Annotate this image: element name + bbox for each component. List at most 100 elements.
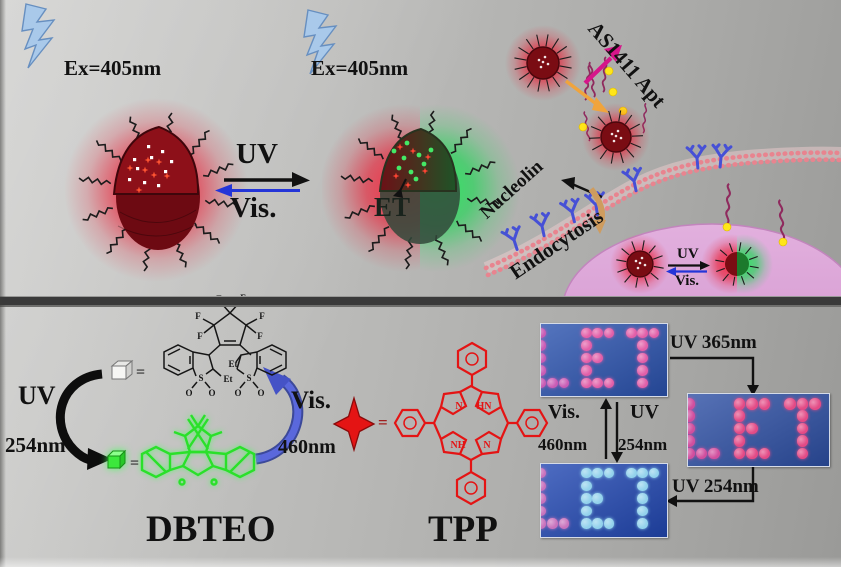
dye-speck [546, 62, 550, 66]
receptor-icon [685, 144, 707, 170]
sample-dot [592, 328, 603, 339]
atom-label: F [259, 311, 265, 321]
polymer-spikes [715, 242, 759, 286]
yellow-tag [604, 66, 614, 76]
sample-dot [746, 422, 758, 435]
green-dye-speck [396, 165, 402, 171]
panel-vis-label: Vis. [548, 401, 581, 423]
sample-dot [796, 447, 809, 460]
sample-dot [581, 365, 592, 376]
sample-dot [733, 435, 746, 447]
vis-460-nm-label: 460nm [278, 436, 336, 458]
tpp-equals: = [378, 413, 388, 432]
sample-dot [688, 435, 695, 447]
sample-dot [637, 365, 648, 376]
excitation-bolt-icon [21, 3, 55, 69]
sample-dot [558, 518, 569, 529]
dye-speck [143, 181, 147, 185]
dye-speck [133, 158, 137, 162]
sample-dot [688, 422, 695, 435]
panel-460nm-label: 460nm [538, 435, 588, 454]
atom-label: O [185, 388, 192, 398]
polymer-spikes [514, 34, 572, 92]
panel-uv365-label: UV 365nm [670, 332, 757, 353]
cell-vis-label: Vis. [675, 273, 700, 289]
section-divider [0, 296, 841, 307]
dye-speck [170, 160, 174, 164]
nanoparticle-red [64, 98, 248, 282]
tpp-structure: N HN NH N [393, 341, 549, 506]
sample-dot [626, 328, 637, 339]
open-form-cube-icon [110, 359, 134, 381]
sample-dot [637, 480, 648, 492]
sample-dot [637, 493, 648, 504]
sample-dot [796, 422, 809, 435]
panel-flow-arrows [600, 356, 759, 507]
green-dye-speck [413, 176, 419, 182]
sample-dot [809, 398, 821, 410]
sample-dot [541, 377, 547, 389]
dye-star [409, 147, 417, 155]
atom-label: O [257, 388, 264, 398]
atom-label: O [208, 388, 215, 398]
dye-star [144, 156, 152, 164]
sample-dot [547, 518, 558, 529]
atom-label: N [483, 440, 491, 451]
sample-dot [581, 468, 592, 479]
dye-speck [539, 65, 543, 69]
cell-uv-label: UV [677, 246, 699, 262]
sample-dot [547, 377, 558, 389]
sample-dot [637, 377, 648, 389]
excitation-label-left: Ex=405nm [64, 56, 162, 80]
sample-dot [541, 493, 547, 504]
atom-label: NH [451, 440, 466, 451]
dye-speck [643, 263, 647, 267]
sample-dot [581, 518, 592, 529]
dbteo-title: DBTEO [146, 509, 276, 550]
sample-dot [581, 480, 592, 492]
tpp-star-icon [332, 395, 376, 453]
cell-uv-vis-equilibrium-arrows [666, 261, 710, 276]
sample-dot [637, 468, 648, 479]
sample-dot [581, 377, 592, 389]
cell-membrane [483, 146, 841, 278]
dye-speck [128, 178, 132, 182]
photo-panel-uv254 [540, 463, 668, 538]
sample-dot [592, 493, 603, 504]
sample-dot [541, 468, 547, 479]
open-equals: = [136, 364, 146, 381]
atom-label: F [257, 331, 263, 341]
atom-label: S [198, 373, 203, 383]
uv-254-nm-label: 254nm [5, 433, 66, 457]
dye-speck [638, 261, 642, 265]
nanoparticle-red-green [322, 104, 520, 272]
nanoparticle-aptamer-bound [582, 103, 650, 171]
dye-star [396, 143, 404, 151]
aptamer-strand [778, 199, 786, 241]
sample-dot [746, 398, 758, 410]
dbteo-open-structure: F F F F F F S S O O O O Et Et [163, 293, 287, 398]
sample-dot [796, 398, 809, 410]
dye-speck [136, 167, 140, 171]
sample-dot [688, 410, 695, 422]
sample-dot [541, 480, 547, 492]
green-dye-speck [421, 161, 427, 167]
aptamer-strand [588, 61, 596, 98]
closed-equals: = [130, 455, 140, 472]
sample-dot [708, 447, 720, 460]
nanoparticle-in-cell-switched [701, 234, 773, 294]
dye-speck [610, 132, 614, 136]
vis-460-label: Vis. [291, 387, 332, 414]
dye-speck [614, 134, 618, 138]
closed-form-cube-icon [106, 449, 127, 470]
sample-dot [581, 352, 592, 364]
dye-speck [157, 184, 161, 188]
nanoparticle-targeting [505, 25, 581, 101]
green-dye-speck [428, 147, 434, 153]
endocytosis-arrow [588, 187, 606, 234]
sample-dot [541, 340, 547, 351]
sample-dot [581, 505, 592, 517]
aptamer-conjugation-arrow [583, 45, 622, 85]
dye-speck [161, 150, 165, 154]
atom-label: N [455, 401, 463, 412]
